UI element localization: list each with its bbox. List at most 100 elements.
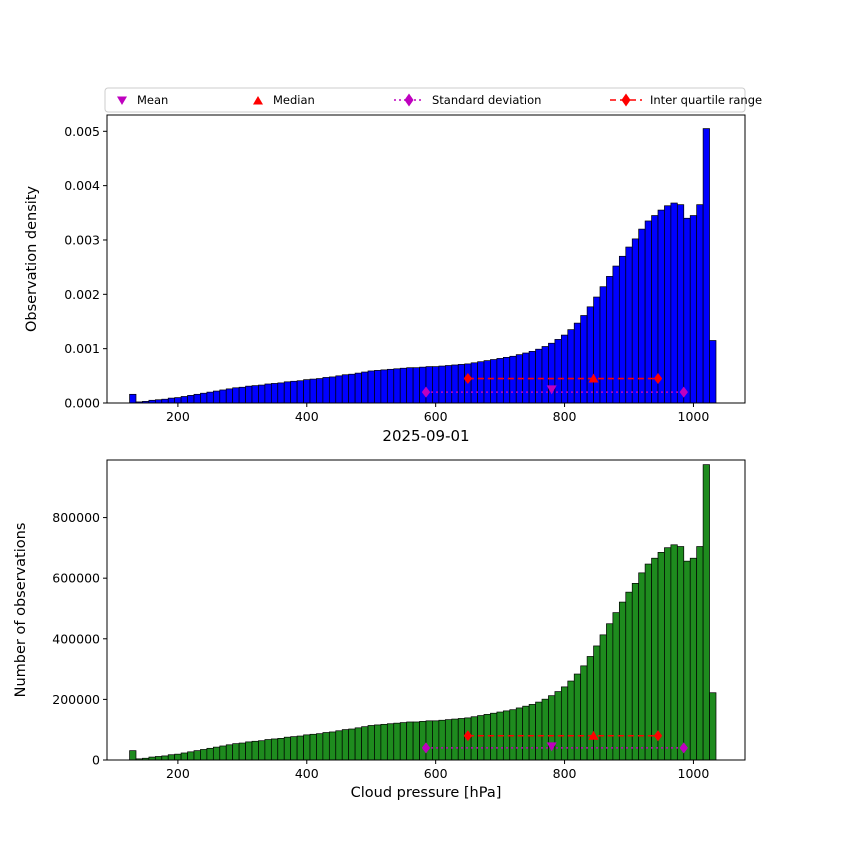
histogram-bar — [309, 378, 317, 404]
histogram-bar — [393, 722, 401, 761]
histogram-bar — [412, 721, 420, 761]
legend-item-label: Standard deviation — [432, 93, 541, 107]
histogram-bar — [129, 750, 137, 761]
y-tick-label: 400000 — [52, 631, 100, 646]
histogram-bar — [200, 749, 208, 761]
histogram-bar — [277, 738, 285, 761]
histogram-bar — [367, 725, 375, 761]
histogram-bar — [419, 721, 427, 761]
histogram-bar — [380, 369, 388, 404]
histogram-bar — [644, 563, 652, 761]
x-tick-label: 400 — [295, 766, 319, 781]
histogram-bar — [606, 276, 614, 404]
x-tick-label: 1000 — [678, 766, 710, 781]
histogram-bar — [438, 719, 446, 761]
histogram-bar — [490, 712, 498, 761]
histogram-bar — [245, 385, 253, 404]
histogram-bar — [361, 726, 369, 761]
histogram-bar — [664, 205, 672, 404]
histogram-bar — [219, 389, 227, 404]
x-tick-label: 200 — [166, 766, 190, 781]
axes-frame — [106, 459, 746, 761]
histogram-bar — [264, 739, 272, 761]
histogram-bar — [161, 755, 169, 761]
histogram-bar — [451, 718, 459, 761]
histogram-bar — [535, 701, 543, 761]
histogram-bar — [689, 215, 698, 404]
y-tick-label: 200000 — [52, 692, 100, 707]
histogram-bar — [457, 364, 466, 404]
y-tick-label: 0.001 — [64, 341, 100, 356]
histogram-bar — [432, 366, 440, 404]
histogram-bar — [676, 204, 685, 404]
histogram-bar — [477, 361, 485, 404]
std-dev-high-marker — [679, 386, 688, 398]
x-tick-label: 600 — [424, 766, 448, 781]
histogram-bar — [560, 686, 569, 761]
density-histogram-panel: 200 400 600 800 1000 0.000 0.001 0.002 0.003 0.00… — [64, 114, 746, 424]
histogram-bar — [490, 359, 498, 404]
histogram-bar — [528, 704, 536, 761]
histogram-bar — [193, 393, 201, 404]
histogram-bar — [316, 733, 324, 761]
histogram-bar — [335, 730, 343, 761]
x-tick-label: 800 — [553, 766, 577, 781]
iqr-q1-marker — [463, 373, 473, 385]
histogram-bar — [341, 729, 350, 761]
histogram-bar — [167, 397, 176, 404]
histogram-bar — [406, 367, 414, 404]
histogram-bar — [206, 747, 214, 761]
histogram-bar — [451, 364, 459, 404]
histogram-bar — [393, 368, 401, 404]
y-tick-label: 0.004 — [64, 178, 100, 193]
histogram-bar — [174, 397, 182, 404]
histogram-bar — [309, 733, 317, 761]
histogram-bar — [212, 746, 221, 761]
histogram-bar — [341, 374, 350, 404]
histogram-bar — [683, 560, 691, 761]
histogram-bar — [348, 728, 356, 761]
histogram-bar — [625, 246, 633, 404]
histogram-bar — [386, 723, 395, 761]
histogram-bar — [264, 383, 272, 404]
histogram-bar — [689, 557, 698, 761]
legend-item-label: Inter quartile range — [650, 93, 762, 107]
median-marker-icon — [253, 96, 263, 105]
histogram-bar — [612, 265, 620, 404]
histogram-bar — [657, 552, 665, 761]
histogram-bar — [348, 373, 356, 404]
histogram-bar — [670, 544, 678, 761]
histogram-bar — [238, 386, 246, 404]
histogram-bar — [528, 351, 536, 404]
histogram-bar — [522, 705, 530, 761]
legend-item-mean: Mean — [117, 93, 168, 107]
y-tick-label: 0.003 — [64, 232, 100, 247]
histogram-bar — [296, 380, 304, 404]
histogram-bar — [425, 720, 433, 761]
histogram-bar — [303, 734, 311, 761]
histogram-bar — [593, 645, 601, 761]
legend-item-label: Median — [273, 93, 315, 107]
histogram-bar — [290, 736, 298, 761]
legend-item-iqr: Inter quartile range — [610, 93, 762, 107]
histogram-bar — [399, 722, 408, 761]
histogram-bar — [380, 723, 388, 761]
histogram-bar — [328, 376, 337, 404]
histogram-bar — [586, 656, 594, 761]
std-dev-marker-icon — [404, 93, 414, 107]
histogram-bar — [245, 741, 253, 761]
legend-item-median: Median — [253, 93, 315, 107]
std-dev-low-marker — [421, 386, 431, 398]
histogram-bar — [696, 204, 704, 404]
histogram-bar — [438, 365, 446, 404]
counts-histogram-panel: 200 400 600 800 1000 0 200000 400000 600000 80000… — [52, 459, 746, 781]
histogram-bar — [554, 691, 562, 761]
y-tick-label: 0 — [92, 753, 100, 768]
histogram-bar — [219, 745, 227, 761]
median-marker — [588, 730, 599, 740]
legend-frame — [104, 87, 746, 113]
histogram-bar — [354, 727, 362, 761]
histogram-bar — [232, 387, 240, 404]
histogram-bar — [251, 740, 259, 761]
histogram-bar — [573, 322, 582, 404]
